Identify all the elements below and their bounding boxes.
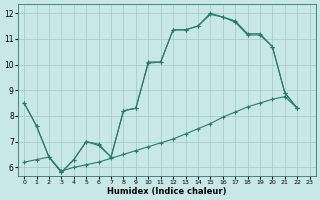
X-axis label: Humidex (Indice chaleur): Humidex (Indice chaleur) — [107, 187, 227, 196]
